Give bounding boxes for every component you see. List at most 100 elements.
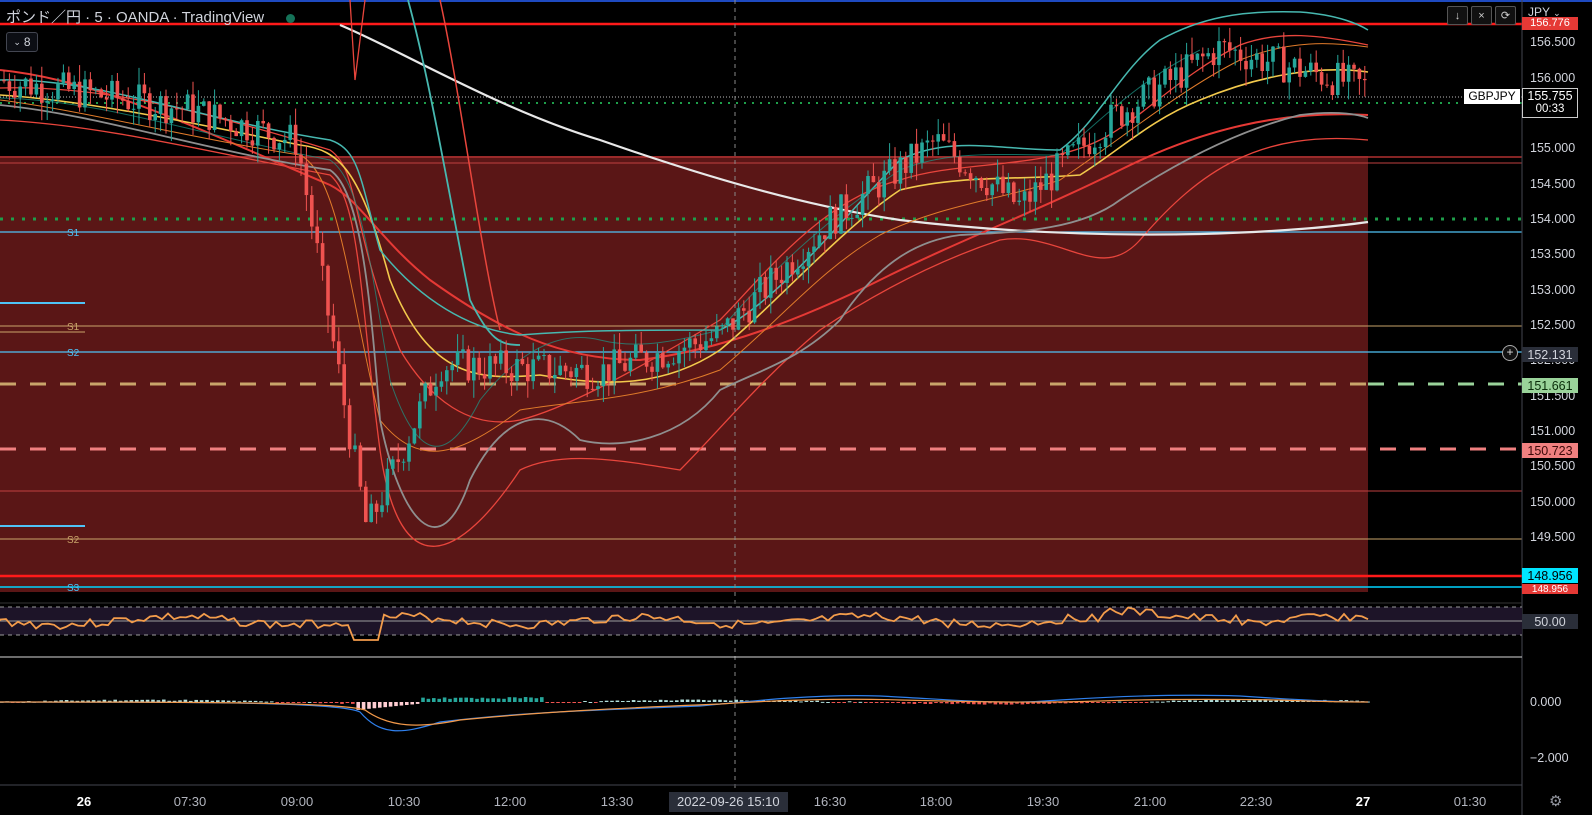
add-alert-plus-icon[interactable]: + <box>1502 345 1518 361</box>
candle-body <box>693 338 697 345</box>
macd-bar <box>799 701 803 703</box>
candle-body <box>531 359 535 382</box>
indicators-collapse-button[interactable]: ⌄ 8 <box>6 32 38 52</box>
macd-bar <box>1080 702 1084 704</box>
macd-bar <box>934 702 938 704</box>
candle-body <box>968 173 973 181</box>
candle-body <box>1157 84 1162 107</box>
candle-body <box>952 141 957 157</box>
macd-bar <box>631 700 636 702</box>
candle-body <box>175 108 179 110</box>
candle-body <box>585 364 589 389</box>
macd-bar <box>982 702 987 705</box>
candle-body <box>904 157 908 173</box>
macd-bar <box>351 702 355 704</box>
currency-selector[interactable]: JPY ⌄ <box>1528 5 1561 19</box>
macd-bar <box>621 700 625 702</box>
candle-body <box>682 347 687 351</box>
macd-bar <box>286 702 290 703</box>
macd-bar <box>820 701 825 703</box>
candle-body <box>574 367 579 378</box>
macd-bar <box>1004 702 1008 705</box>
candle-body <box>520 359 525 365</box>
macd-bar <box>469 697 474 702</box>
candle-body <box>121 98 125 101</box>
macd-bar <box>1155 701 1160 703</box>
macd-bar <box>345 702 350 703</box>
bollinger-lower-red <box>0 119 1369 547</box>
settings-gear-icon[interactable]: ⚙ <box>1549 793 1563 810</box>
candle-body <box>553 374 557 379</box>
candle-body <box>661 353 665 368</box>
macd-bar <box>610 700 614 702</box>
macd-bar <box>513 697 517 702</box>
candle-body <box>1168 68 1173 81</box>
time-axis-label: 27 <box>1355 794 1371 809</box>
candlesticks[interactable] <box>2 27 1367 524</box>
macd-bar <box>1193 700 1197 702</box>
macd-bar <box>810 701 814 703</box>
macd-bar <box>955 702 960 704</box>
candle-body <box>833 207 838 234</box>
price-axis-label: 149.500 <box>1530 530 1576 544</box>
macd-bar <box>1026 702 1030 705</box>
candle-body <box>688 338 692 348</box>
price-axis-label: 151.000 <box>1530 424 1576 438</box>
macd-bar <box>1020 702 1025 705</box>
macd-bar <box>1161 701 1165 703</box>
candle-body <box>763 276 768 298</box>
candle-body <box>1352 64 1356 69</box>
macd-signal <box>0 698 1369 726</box>
move-down-button[interactable]: ↓ <box>1447 6 1468 25</box>
macd-bar <box>221 700 225 702</box>
macd-bar <box>145 699 150 702</box>
macd-bar <box>297 702 301 703</box>
macd-axis-label: −2.000 <box>1530 751 1569 765</box>
candle-body <box>877 182 881 198</box>
candle-body <box>369 503 373 523</box>
macd-bar <box>518 698 522 702</box>
macd-bar <box>1085 702 1089 703</box>
macd-bar <box>788 701 792 703</box>
candle-body <box>391 459 395 469</box>
candle-body <box>1255 53 1259 60</box>
candle-body <box>1114 104 1119 107</box>
candle-body <box>709 338 714 342</box>
macd-bar <box>950 702 954 705</box>
candle-body <box>979 177 984 189</box>
macd-bar <box>253 700 258 702</box>
macd-bar <box>939 702 944 704</box>
candle-body <box>769 267 773 298</box>
close-pane-button[interactable]: × <box>1471 6 1492 25</box>
candle-body <box>817 235 822 247</box>
candle-body <box>1076 137 1081 145</box>
macd-bar <box>383 702 387 708</box>
candle-body <box>974 177 978 181</box>
macd-bar <box>707 700 711 702</box>
macd-bar <box>826 701 830 703</box>
candle-body <box>1130 112 1135 123</box>
macd-bar <box>480 697 485 702</box>
candle-body <box>1006 182 1011 193</box>
candle-body <box>320 243 325 266</box>
price-axis-label: 153.000 <box>1530 283 1576 297</box>
candle-body <box>331 315 336 342</box>
candle-body <box>1039 182 1043 190</box>
candle-body <box>299 154 303 164</box>
candle-body <box>50 99 55 102</box>
candle-body <box>1163 68 1167 85</box>
candle-body <box>1066 145 1070 156</box>
candle-body <box>180 108 184 110</box>
macd-bar <box>928 702 933 704</box>
candle-body <box>77 81 82 108</box>
maximize-pane-button[interactable]: ⟳ <box>1495 6 1516 25</box>
candle-body <box>482 374 487 379</box>
macd-bar <box>1069 702 1073 703</box>
price-axis-label: 156.000 <box>1530 71 1576 85</box>
candle-body <box>563 365 568 372</box>
candle-body <box>1103 137 1108 148</box>
macd-bar <box>453 697 458 702</box>
indicator-count: 8 <box>23 35 31 49</box>
macd-bar <box>1220 700 1224 702</box>
